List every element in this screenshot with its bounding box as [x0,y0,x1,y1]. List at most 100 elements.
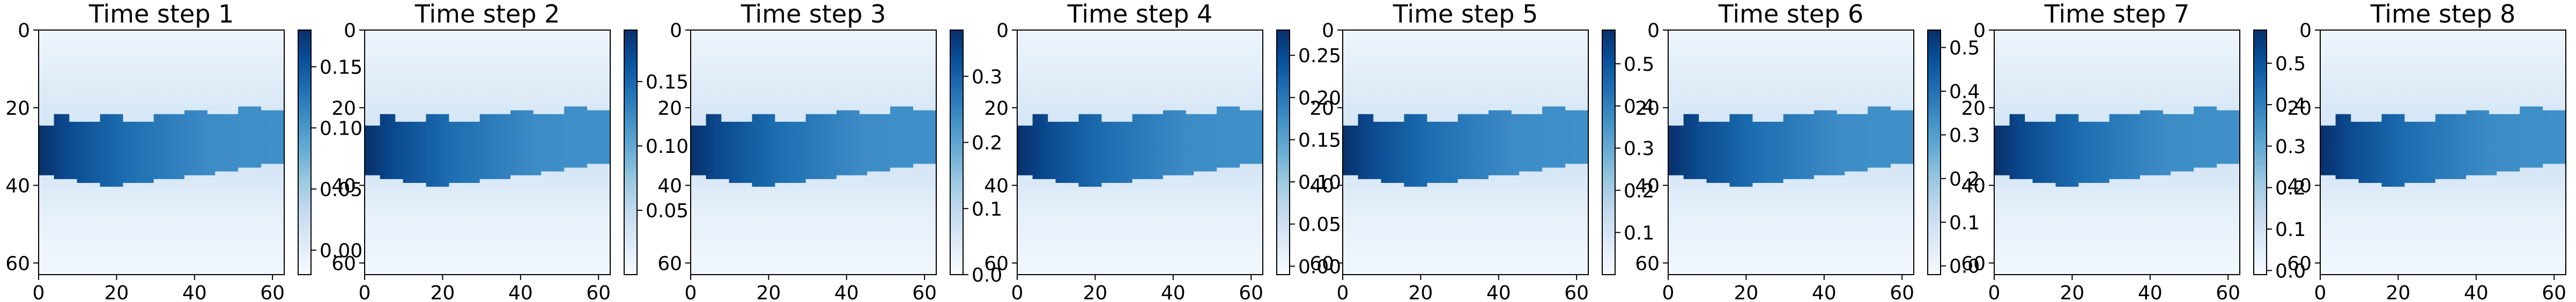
colorbar-tick-label: 0.0 [972,264,1002,286]
colorbar-tick-label: 0.1 [972,198,1002,220]
colorbar-tick-label: 0.3 [1949,124,1980,146]
y-tick-label: 0 [2299,20,2312,42]
colorbar [1602,30,1616,275]
y-tick-label: 40 [657,175,682,197]
y-tick-label: 0 [1647,20,1660,42]
x-tick-label: 0 [1988,282,2001,302]
x-tick-label: 60 [1239,282,1263,302]
x-tick-label: 0 [685,282,697,302]
colorbar-tick-label: 0.3 [2275,136,2306,158]
x-tick-label: 20 [756,282,781,302]
y-tick-label: 0 [1322,20,1334,42]
chart-title: Time step 2 [414,0,560,28]
colorbar-tick-label: 0.3 [1624,138,1654,160]
axes-frame [690,30,937,275]
x-tick-label: 40 [834,282,859,302]
x-tick-label: 0 [33,282,45,302]
colorbar-tick-label: 0.3 [972,66,1002,88]
colorbar [2253,30,2267,275]
colorbar [298,30,312,275]
x-tick-label: 60 [912,282,937,302]
x-tick-label: 40 [182,282,207,302]
x-tick-label: 0 [1662,282,1675,302]
chart-title: Time step 3 [741,0,886,28]
x-tick-label: 60 [1564,282,1589,302]
colorbar-tick-label: 0.15 [646,71,689,93]
y-tick-label: 60 [1635,253,1660,275]
axes-frame [2320,30,2566,275]
colorbar-tick-label: 0.10 [1298,172,1341,194]
axes-frame [1994,30,2240,275]
y-tick-label: 40 [1309,175,1334,197]
colorbar [624,30,638,275]
y-tick-label: 40 [2287,175,2312,197]
axes-frame [38,30,285,275]
chart-title: Time step 7 [2044,0,2190,28]
colorbar-tick-label: 0.15 [320,56,362,78]
x-tick-label: 40 [1812,282,1837,302]
y-tick-label: 40 [331,175,356,197]
x-tick-label: 40 [1161,282,1186,302]
colorbar-tick-label: 0.1 [1624,222,1654,244]
y-tick-label: 60 [657,253,682,275]
colorbar-tick-label: 0.2 [2275,178,2306,200]
colorbar [1927,30,1941,275]
x-tick-label: 20 [2386,282,2410,302]
x-tick-label: 40 [508,282,533,302]
y-tick-label: 40 [5,175,30,197]
colorbar-tick-label: 0.1 [1949,212,1980,234]
x-tick-label: 20 [2060,282,2084,302]
chart-title: Time step 5 [1393,0,1538,28]
y-tick-label: 0 [344,20,356,42]
x-tick-label: 0 [359,282,371,302]
chart-title: Time step 6 [1718,0,1864,28]
x-tick-label: 0 [2314,282,2327,302]
x-tick-label: 20 [1083,282,1107,302]
y-tick-label: 60 [2287,253,2312,275]
x-tick-label: 0 [1011,282,1024,302]
y-tick-label: 40 [1635,175,1660,197]
y-tick-label: 20 [2287,98,2312,120]
colorbar-tick-label: 0.05 [1298,214,1341,236]
chart-title: Time step 8 [2370,0,2516,28]
colorbar-tick-label: 0.10 [320,117,362,139]
colorbar-tick-label: 0.15 [1298,129,1341,151]
y-tick-label: 60 [1961,253,1986,275]
colorbar-tick-label: 0.5 [2275,53,2306,75]
x-tick-label: 60 [1890,282,1914,302]
y-tick-label: 20 [331,98,356,120]
axes-frame [1017,30,1263,275]
y-tick-label: 20 [1309,98,1334,120]
y-tick-label: 20 [1961,98,1986,120]
axes-frame [1668,30,1914,275]
axes-frame [364,30,611,275]
y-tick-label: 20 [1635,98,1660,120]
x-tick-label: 40 [2138,282,2163,302]
x-tick-label: 60 [586,282,611,302]
colorbar-tick-label: 0.10 [646,136,689,158]
colorbar-tick-label: 0.2 [972,132,1002,154]
y-tick-label: 0 [670,20,682,42]
y-tick-label: 40 [984,175,1009,197]
panel-8: Time step 8020406002040600.10.20.30.40.5 [2287,0,2566,302]
panel-1: Time step 10 20 40 6002040600.000.050.100.1… [5,0,362,302]
colorbar-tick-label: 0.05 [320,179,362,201]
colorbar-tick-label: 0.2 [1624,180,1654,202]
x-tick-label: 60 [2542,282,2566,302]
x-tick-label: 60 [260,282,285,302]
colorbar-tick-label: 0.20 [1298,87,1341,109]
x-tick-label: 60 [2216,282,2240,302]
x-tick-label: 20 [104,282,129,302]
colorbar-tick-label: 0.05 [646,200,689,222]
colorbar-tick-label: 0.0 [1949,256,1980,278]
y-tick-label: 20 [5,98,30,120]
colorbar-tick-label: 0.00 [1298,256,1341,278]
y-tick-label: 60 [5,253,30,275]
colorbar-tick-label: 0.2 [1949,168,1980,190]
